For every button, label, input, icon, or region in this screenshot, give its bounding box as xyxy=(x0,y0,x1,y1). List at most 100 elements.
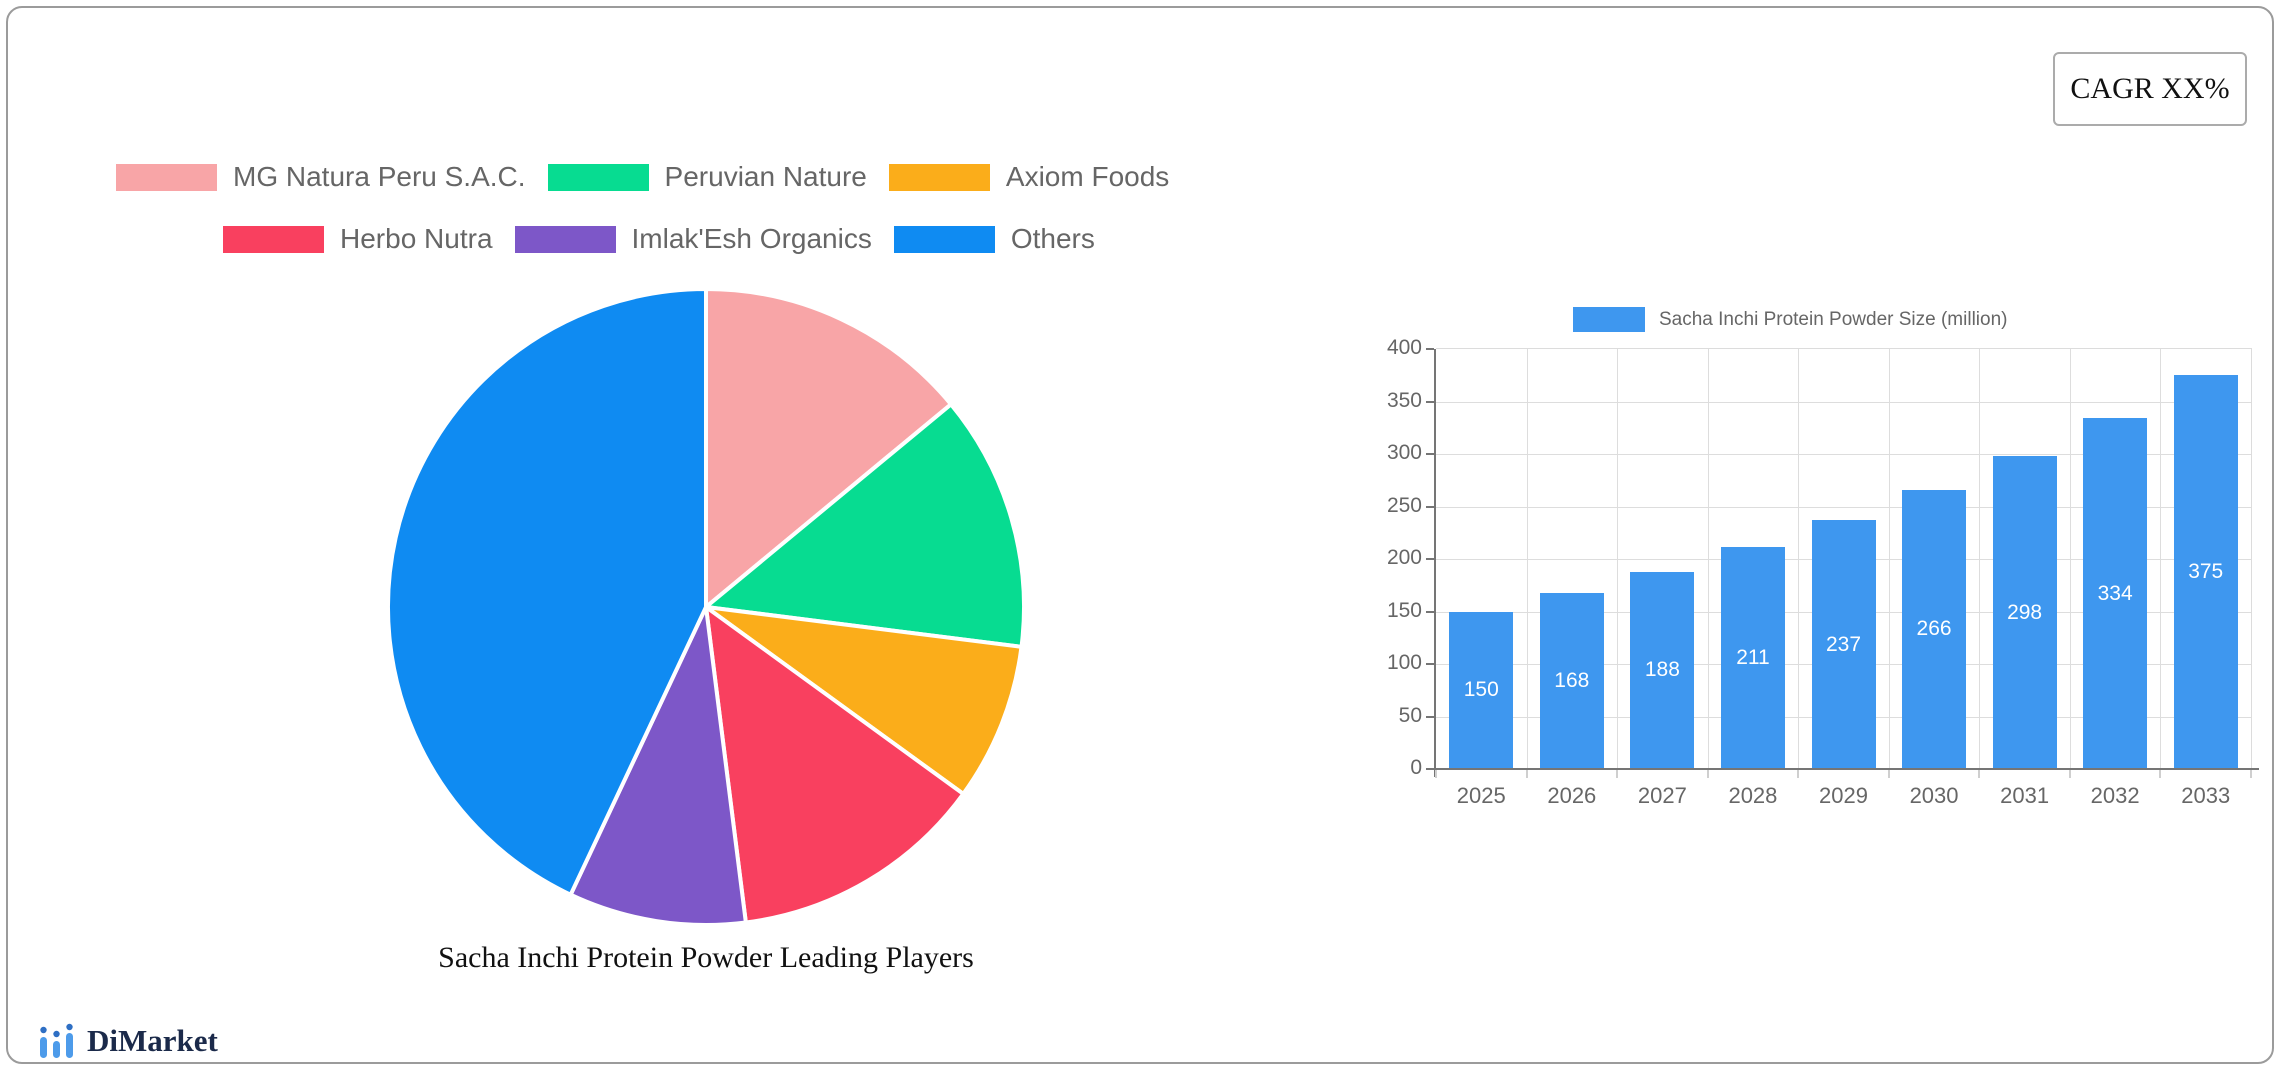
y-axis-tick-label: 100 xyxy=(1386,651,1422,674)
legend-swatch-mg-natura-peru-s-a-c xyxy=(116,163,217,191)
cagr-box: CAGR XX% xyxy=(2053,52,2247,126)
gridline-y xyxy=(1436,506,2251,508)
cagr-label: CAGR XX% xyxy=(2070,72,2230,105)
pie-slice-peruvian-nature[interactable] xyxy=(704,402,1026,649)
x-axis-tick xyxy=(1797,770,1800,778)
gridline-x xyxy=(1888,349,1890,769)
bar-chart-legend[interactable]: Sacha Inchi Protein Powder Size (million… xyxy=(1573,307,2008,332)
y-axis-tick-label: 200 xyxy=(1386,546,1422,569)
gridline-x xyxy=(1798,349,1800,769)
legend-swatch-others xyxy=(893,225,995,253)
bar-value-label: 237 xyxy=(1825,632,1862,656)
x-axis-label-2025: 2025 xyxy=(1456,783,1506,808)
x-axis-label-2032: 2032 xyxy=(2090,783,2140,808)
bar-2027[interactable]: 188 xyxy=(1630,571,1695,769)
bar-2028[interactable]: 211 xyxy=(1720,547,1785,769)
gridline-x xyxy=(2069,349,2071,769)
legend-label: Imlak'Esh Organics xyxy=(631,223,872,254)
x-axis-label-2031: 2031 xyxy=(2000,783,2050,808)
x-axis-tick xyxy=(1616,770,1619,778)
pie-slice-imlak-esh-organics[interactable] xyxy=(568,605,748,927)
market-size-bar-chart: 150 168 188 211 237 266 298 334 375 0 50 100 150 200 2… xyxy=(1387,336,2259,808)
pie-legend-row: Herbo Nutra Imlak'Esh Organics Others xyxy=(223,222,1169,256)
bar-legend-swatch xyxy=(1573,307,1645,332)
x-axis-line xyxy=(1426,768,2259,770)
x-axis-label-2028: 2028 xyxy=(1728,783,1778,808)
legend-item-others[interactable]: Others xyxy=(893,222,1095,256)
pie-slice-others[interactable] xyxy=(386,287,708,897)
y-axis-tick-label: 300 xyxy=(1386,441,1422,464)
bar-2033[interactable]: 375 xyxy=(2173,375,2238,769)
y-axis-tick xyxy=(1426,400,1434,403)
bar-value-label: 375 xyxy=(2188,560,2224,584)
legend-item-axiom-foods[interactable]: Axiom Foods xyxy=(888,160,1170,194)
y-axis-tick-label: 350 xyxy=(1386,388,1422,412)
bar-2031[interactable]: 298 xyxy=(1992,456,2057,769)
legend-label: MG Natura Peru S.A.C. xyxy=(233,161,526,192)
legend-label: Axiom Foods xyxy=(1005,161,1170,192)
x-axis-tick xyxy=(2159,770,2162,778)
y-axis-tick xyxy=(1426,505,1434,508)
bar-legend-label: Sacha Inchi Protein Powder Size (million… xyxy=(1659,308,2008,330)
pie-slice-axiom-foods[interactable] xyxy=(704,605,1024,796)
x-axis-label-2027: 2027 xyxy=(1637,783,1687,808)
legend-swatch-herbo-nutra xyxy=(223,225,324,253)
x-axis-label-2033: 2033 xyxy=(2181,783,2231,808)
y-axis-tick-label: 150 xyxy=(1386,598,1422,622)
legend-label: Herbo Nutra xyxy=(340,223,493,254)
gridline-x xyxy=(1707,349,1709,769)
gridline-x xyxy=(2160,349,2162,769)
legend-item-herbo-nutra[interactable]: Herbo Nutra xyxy=(223,222,493,256)
legend-swatch-axiom-foods xyxy=(888,163,990,191)
gridline-x xyxy=(1979,349,1981,769)
y-axis-tick xyxy=(1426,768,1434,770)
legend-label: Others xyxy=(1010,223,1095,254)
pie-chart-title: Sacha Inchi Protein Powder Leading Playe… xyxy=(438,941,974,974)
bar-value-label: 266 xyxy=(1916,617,1952,641)
y-axis-tick xyxy=(1426,558,1434,560)
gridline-y xyxy=(1436,454,2251,455)
x-axis-label-2030: 2030 xyxy=(1909,783,1959,808)
pie-legend: MG Natura Peru S.A.C. Peruvian Nature Axio… xyxy=(116,160,1169,256)
y-axis-tick-label: 250 xyxy=(1386,493,1422,517)
bar-2026[interactable]: 168 xyxy=(1539,592,1604,769)
legend-item-peruvian-nature[interactable]: Peruvian Nature xyxy=(547,160,867,194)
y-axis-tick xyxy=(1426,663,1434,665)
brand-name: DiMarket xyxy=(87,1023,218,1058)
brand-logo: DiMarket xyxy=(38,1022,218,1060)
bar-value-label: 298 xyxy=(2007,600,2043,624)
bar-2032[interactable]: 334 xyxy=(2083,418,2148,769)
y-axis-tick xyxy=(1426,453,1434,455)
x-axis-tick xyxy=(2068,770,2071,778)
brand-logo-icon xyxy=(40,1023,73,1058)
bar-value-label: 168 xyxy=(1554,668,1590,692)
bar-2029[interactable]: 237 xyxy=(1811,520,1876,769)
bar-2025[interactable]: 150 xyxy=(1449,611,1514,769)
legend-item-imlak-esh-organics[interactable]: Imlak'Esh Organics xyxy=(514,222,872,256)
bar-value-label: 211 xyxy=(1736,646,1770,670)
leading-players-pie-chart xyxy=(386,287,1026,927)
x-axis-tick xyxy=(2250,770,2252,778)
report-card: CAGR XX% MG Natura Peru S.A.C. Peruvian N… xyxy=(6,6,2274,1064)
gridline-y xyxy=(1436,401,2251,403)
y-axis-tick-label: 400 xyxy=(1386,336,1422,359)
gridline-x xyxy=(1526,349,1528,769)
x-axis-label-2026: 2026 xyxy=(1547,783,1597,808)
bar-2030[interactable]: 266 xyxy=(1902,489,1967,769)
pie-slice-herbo-nutra[interactable] xyxy=(704,605,966,925)
x-axis-tick xyxy=(1978,770,1981,778)
x-axis-tick xyxy=(1525,770,1528,778)
pie-slice-mg-natura-peru-s-a-c[interactable] xyxy=(704,287,954,609)
legend-item-mg-natura-peru-s-a-c[interactable]: MG Natura Peru S.A.C. xyxy=(116,160,526,194)
legend-swatch-imlak-esh-organics xyxy=(514,225,616,253)
x-axis-tick xyxy=(1887,770,1890,778)
pie-legend-row: MG Natura Peru S.A.C. Peruvian Nature Axio… xyxy=(116,160,1169,194)
x-axis-tick xyxy=(1435,770,1437,778)
bar-value-label: 334 xyxy=(2097,581,2133,605)
y-axis-tick-label: 0 xyxy=(1410,756,1422,779)
y-axis-tick xyxy=(1426,610,1434,613)
x-axis-label-2029: 2029 xyxy=(1819,783,1868,808)
y-axis-line xyxy=(1434,349,1436,777)
legend-swatch-peruvian-nature xyxy=(547,163,649,191)
legend-label: Peruvian Nature xyxy=(664,161,867,192)
